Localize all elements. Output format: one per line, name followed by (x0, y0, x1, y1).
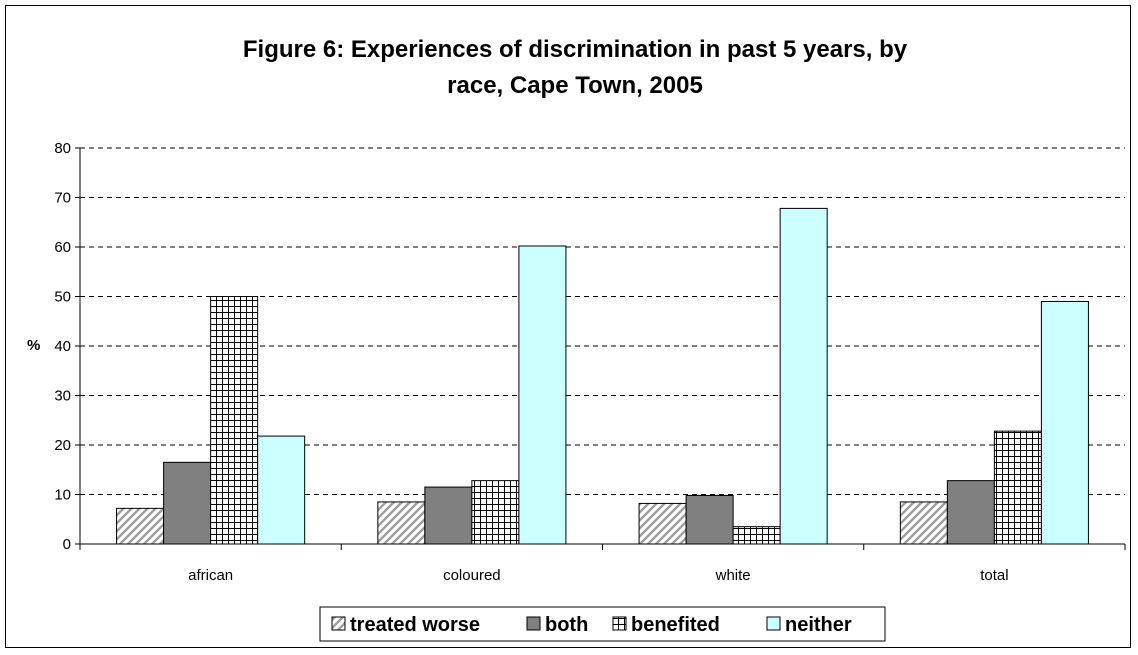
chart-title-line-2: race, Cape Town, 2005 (447, 72, 703, 99)
bar-neither-white (779, 207, 828, 545)
x-category-label: total (980, 567, 1008, 584)
bar-benefited-white (732, 526, 781, 545)
x-category-label: white (715, 567, 751, 584)
legend-swatch-benefited (612, 616, 627, 631)
bar-both-african (163, 461, 212, 545)
legend-label-treated-worse: treated worse (350, 614, 480, 636)
y-tick-label: 40 (54, 338, 71, 355)
x-category-label: african (188, 567, 233, 584)
bar-neither-african (257, 435, 306, 545)
bar-both-white (685, 494, 734, 545)
legend-label-both: both (545, 614, 588, 636)
bar-both-coloured (424, 486, 473, 545)
legend-label-neither: neither (785, 614, 852, 636)
bar-treated-worse-african (116, 507, 165, 545)
bar-treated-worse-total (899, 501, 948, 545)
x-category-label: coloured (443, 567, 501, 584)
legend-swatch-treated-worse (331, 616, 346, 631)
y-tick-label: 0 (63, 536, 71, 553)
bar-treated-worse-coloured (377, 501, 426, 545)
chart-title-line-1: Figure 6: Experiences of discrimination … (243, 36, 908, 63)
y-tick-label: 80 (54, 140, 71, 157)
y-tick-label: 50 (54, 289, 71, 306)
bar-benefited-total (993, 430, 1042, 545)
bar-benefited-african (210, 296, 259, 545)
y-tick-label: 30 (54, 388, 71, 405)
bar-treated-worse-white (638, 502, 687, 545)
legend-swatch-both (526, 616, 541, 631)
bar-both-total (946, 480, 995, 545)
legend-label-benefited: benefited (631, 614, 720, 636)
legend-box (319, 606, 886, 642)
y-axis-label: % (27, 337, 40, 354)
y-tick-label: 10 (54, 487, 71, 504)
y-tick-label: 60 (54, 239, 71, 256)
legend-swatch-neither (766, 616, 781, 631)
bar-neither-coloured (518, 245, 567, 545)
y-tick-label: 70 (54, 190, 71, 207)
bar-neither-total (1040, 300, 1089, 545)
bar-benefited-coloured (471, 480, 520, 545)
y-tick-label: 20 (54, 437, 71, 454)
